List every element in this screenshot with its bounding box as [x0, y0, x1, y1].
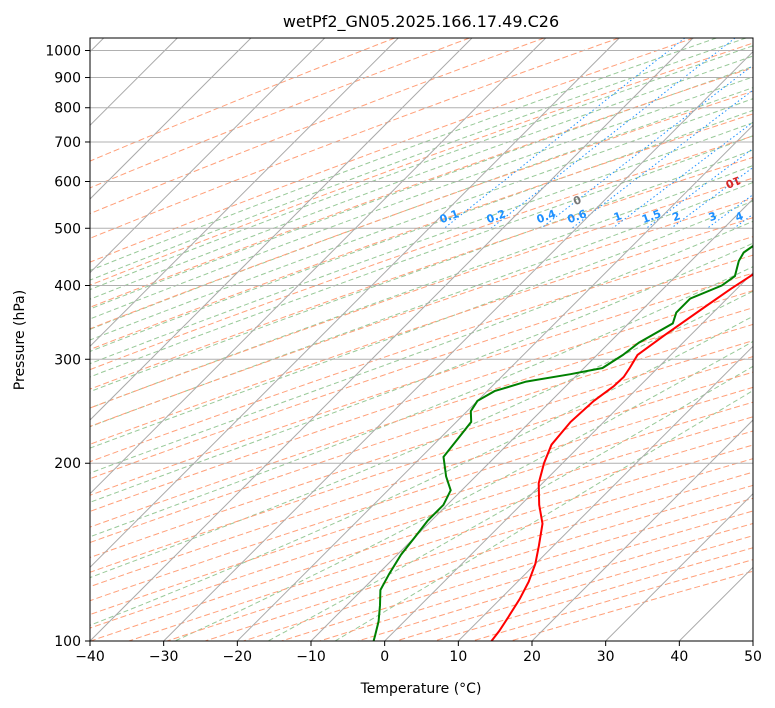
moist-adiabat-label: 0: [571, 192, 583, 207]
isotherm-line: [163, 50, 753, 641]
dry-adiabat-line: [90, 38, 470, 189]
y-tick-label: 900: [54, 71, 81, 87]
x-axis-label: Temperature (°C): [360, 681, 482, 697]
x-tick-label: −10: [296, 649, 326, 665]
moist-adiabat-line: [90, 45, 753, 291]
mixing-ratio-label: 0.2: [485, 207, 508, 226]
isotherm-line: [384, 271, 753, 641]
dry-adiabat-line: [90, 38, 694, 263]
x-tick-label: 10: [449, 649, 467, 665]
x-tick-label: −30: [149, 649, 179, 665]
mixing-ratio-lines: [443, 38, 753, 229]
isotherm-line: [531, 419, 753, 641]
isotherm-line: [457, 345, 753, 641]
dry-adiabat-line: [90, 340, 753, 559]
moist-adiabat-line: [334, 389, 753, 641]
mixing-ratio-label: 3: [707, 209, 719, 224]
skewed-isotherms: [90, 38, 753, 641]
isotherm-line: [605, 492, 753, 641]
mixing-ratio-line: [443, 38, 686, 229]
dry-adiabat-line: [90, 290, 753, 512]
y-tick-label: 500: [54, 221, 81, 237]
dry-adiabat-line: [90, 42, 753, 286]
isotherm-line: [90, 38, 326, 274]
isotherm-line: [90, 38, 620, 569]
dry-adiabat-line: [90, 177, 753, 409]
dry-adiabat-line: [90, 135, 753, 371]
dry-adiabat-line: [90, 371, 753, 588]
temperature-profile-line: [490, 273, 753, 641]
mixing-ratio-label: 4: [733, 209, 745, 224]
moist-adiabat-line: [90, 38, 747, 281]
moist-adiabat-line: [90, 181, 753, 428]
y-tick-label: 800: [54, 101, 81, 117]
mixing-ratio-line: [670, 166, 753, 229]
profile-series: [372, 244, 753, 641]
mixing-ratio-label: 0.1: [438, 207, 461, 226]
dry-adiabats: [90, 38, 753, 641]
y-tick-label: 600: [54, 175, 81, 191]
mixing-ratio-line: [540, 64, 753, 229]
y-tick-label: 1000: [45, 44, 81, 60]
dry-adiabat-line: [90, 90, 753, 330]
dry-adiabat-line: [90, 386, 753, 602]
y-tick-label: 300: [54, 352, 81, 368]
isotherm-line: [90, 38, 473, 421]
y-tick-label: 100: [54, 634, 81, 650]
dry-adiabat-line: [90, 236, 753, 463]
mixing-ratio-labels: 0.10.20.40.611.52346810131620253036: [438, 207, 746, 226]
x-tick-label: 0: [380, 649, 389, 665]
dry-adiabat-line: [90, 113, 753, 351]
mixing-ratio-label: 2: [671, 209, 683, 224]
dry-adiabat-line: [90, 272, 753, 496]
moist-adiabat-line: [90, 122, 753, 365]
mixing-ratio-label: 0.4: [535, 207, 558, 226]
moist-adiabat-line: [90, 200, 753, 449]
mixing-ratio-label: 1.5: [640, 207, 663, 226]
dry-adiabat-line: [90, 323, 753, 544]
plot-frame: [89, 37, 754, 642]
isotherm-line: [90, 38, 694, 641]
dry-adiabat-line: [90, 38, 620, 239]
isotherm-line: [236, 124, 753, 641]
x-tick-label: 40: [670, 649, 688, 665]
y-tick-label: 700: [54, 135, 81, 151]
mixing-ratio-line: [612, 121, 753, 229]
y-tick-label: 400: [54, 278, 81, 294]
x-tick-label: 30: [597, 649, 615, 665]
dry-adiabat-line: [90, 197, 753, 427]
moist-adiabat-line: [90, 98, 753, 341]
mixing-ratio-label: 0.6: [566, 207, 589, 226]
x-axis: −40 −30 −20 −10 0 10 20 30 40 50: [75, 641, 762, 665]
y-axis: 100 200 300 400 500 600 700 800 900 1000: [45, 44, 90, 650]
x-tick-label: 20: [523, 649, 541, 665]
x-tick-label: −40: [75, 649, 105, 665]
isotherm-line: [90, 38, 399, 348]
y-axis-label: Pressure (hPa): [12, 290, 28, 390]
dewpoint-profile-line: [372, 244, 753, 641]
x-tick-label: −20: [223, 649, 253, 665]
chart-title: wetPf2_GN05.2025.166.17.49.C26: [283, 12, 559, 32]
pressure-gridlines: [90, 50, 753, 641]
x-tick-label: 50: [744, 649, 762, 665]
mixing-ratio-label: 1: [612, 209, 624, 224]
mixing-ratio-line: [571, 89, 753, 229]
moist-adiabat-line: [90, 149, 753, 393]
y-tick-label: 200: [54, 456, 81, 472]
isotherm-line: [90, 38, 547, 495]
moist-adiabat-label: 10: [723, 173, 742, 191]
isotherm-line: [90, 38, 252, 200]
